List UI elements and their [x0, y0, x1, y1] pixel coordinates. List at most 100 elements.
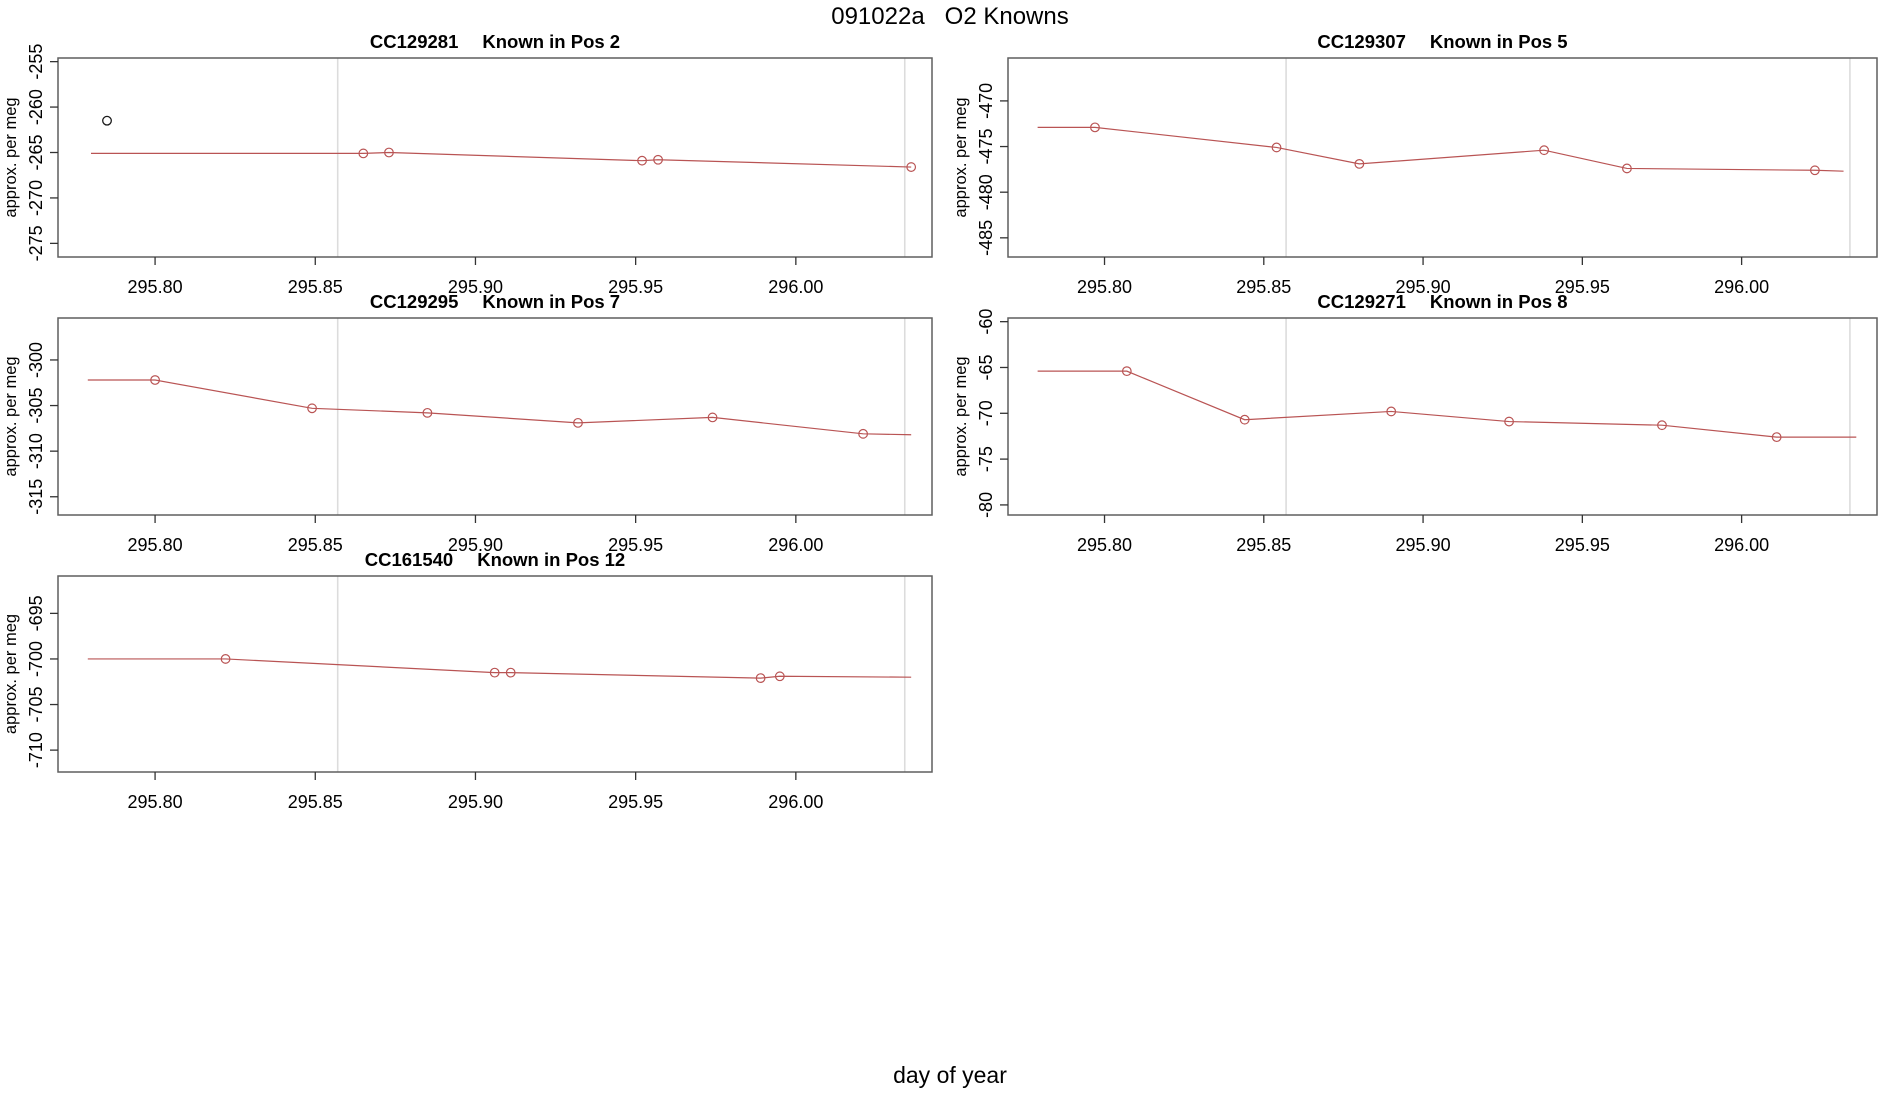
- series-line: [90, 151, 912, 168]
- plot-frame: [57, 317, 933, 516]
- panel-title-sample-id: CC129295: [370, 291, 458, 312]
- data-point-marker: [1504, 416, 1514, 427]
- y-tick-label: -275: [26, 225, 46, 261]
- data-point-marker: [637, 155, 647, 166]
- x-tick-label: 295.90: [448, 277, 503, 297]
- x-tick-label: 295.85: [1236, 277, 1291, 297]
- x-tick-label: 296.00: [768, 277, 823, 297]
- data-point-marker: [1090, 122, 1100, 133]
- series-line: [1037, 370, 1857, 438]
- y-tick-label: -310: [26, 433, 46, 469]
- plot-frame: [1007, 57, 1878, 258]
- plot-frame: [57, 57, 933, 258]
- data-point-marker: [220, 654, 231, 664]
- x-tick-label: 295.95: [608, 535, 663, 555]
- data-point-marker: [653, 154, 663, 165]
- plot-frame: [57, 575, 933, 773]
- y-axis-label: approx. per meg: [2, 614, 20, 734]
- data-point-marker: [150, 375, 160, 385]
- y-tick-label: -265: [26, 134, 46, 170]
- x-tick-label: 295.90: [448, 792, 503, 812]
- data-point-marker: [1354, 158, 1365, 169]
- data-point-marker: [1657, 420, 1667, 431]
- x-tick-label: 295.85: [288, 277, 343, 297]
- panel-title: CC161540 Known in Pos 12: [365, 549, 625, 570]
- x-tick-label: 295.95: [608, 792, 663, 812]
- panel-CC129281: 295.80 295.85 295.90 295.95 296.00 -255 -260 -2…: [2, 31, 933, 297]
- x-tick-label: 295.95: [608, 277, 663, 297]
- panel-CC129295: 295.80 295.85 295.90 295.95 296.00 -300 -305 -3…: [2, 291, 933, 555]
- x-tick-label: 295.95: [1555, 277, 1610, 297]
- data-point-marker: [707, 412, 718, 423]
- y-axis-label: approx. per meg: [2, 97, 20, 217]
- panel-title-sample-id: CC161540: [365, 549, 453, 570]
- data-point-marker: [906, 162, 917, 172]
- data-point-marker: [1386, 406, 1397, 417]
- data-point-marker: [573, 417, 583, 428]
- data-point-marker: [307, 403, 317, 414]
- y-tick-label: -270: [26, 180, 46, 216]
- data-point-marker: [384, 147, 394, 158]
- panel-title-position: Known in Pos 12: [477, 549, 625, 570]
- panel-title-position: Known in Pos 8: [1430, 291, 1568, 312]
- outlier-point: [102, 115, 112, 126]
- y-tick-label: -710: [26, 732, 46, 768]
- y-axis-label: approx. per meg: [952, 356, 970, 476]
- data-point-marker: [1622, 163, 1632, 174]
- x-tick-label: 295.80: [128, 792, 183, 812]
- series-line: [87, 379, 912, 436]
- y-tick-label: -480: [976, 174, 996, 210]
- panel-title-sample-id: CC129281: [370, 31, 458, 52]
- data-point-marker: [858, 428, 869, 439]
- data-point-marker: [422, 407, 433, 418]
- y-axis-label: approx. per meg: [2, 356, 20, 476]
- panel-title-sample-id: CC129271: [1317, 291, 1405, 312]
- x-tick-label: 295.85: [1236, 535, 1291, 555]
- panel-title: CC129295 Known in Pos 7: [370, 291, 620, 312]
- panel-title-position: Known in Pos 5: [1430, 31, 1568, 52]
- data-point-marker: [1271, 142, 1282, 153]
- data-point-marker: [358, 148, 369, 159]
- data-point-marker: [1121, 366, 1132, 377]
- y-tick-label: -300: [26, 342, 46, 378]
- y-tick-label: -315: [26, 479, 46, 515]
- y-tick-label: -65: [976, 354, 996, 380]
- data-point-marker: [755, 673, 766, 684]
- figure-title: 091022a O2 Knowns: [831, 3, 1069, 30]
- panel-title: CC129307 Known in Pos 5: [1317, 31, 1567, 52]
- x-tick-label: 295.85: [288, 535, 343, 555]
- series-line: [1037, 126, 1844, 172]
- x-axis-outer-label: day of year: [893, 1062, 1007, 1088]
- x-tick-label: 296.00: [1714, 277, 1769, 297]
- panel-title-sample-id: CC129307: [1317, 31, 1405, 52]
- x-tick-label: 295.80: [128, 277, 183, 297]
- plot-frame: [1007, 317, 1878, 516]
- y-tick-label: -695: [26, 595, 46, 631]
- y-tick-label: -255: [26, 44, 46, 80]
- x-tick-label: 296.00: [1714, 535, 1769, 555]
- panel-title: CC129281 Known in Pos 2: [370, 31, 620, 52]
- y-tick-label: -260: [26, 89, 46, 125]
- data-point-marker: [1539, 145, 1550, 156]
- x-tick-label: 295.90: [1396, 535, 1451, 555]
- series-line: [87, 658, 912, 679]
- y-tick-label: -470: [976, 83, 996, 119]
- y-tick-label: -75: [976, 446, 996, 472]
- panel-title-position: Known in Pos 2: [482, 31, 620, 52]
- x-tick-label: 295.95: [1555, 535, 1610, 555]
- x-tick-label: 296.00: [768, 792, 823, 812]
- x-tick-label: 295.85: [288, 792, 343, 812]
- x-tick-label: 295.80: [1077, 535, 1132, 555]
- panel-CC129307: 295.80 295.85 295.90 295.95 296.00 -470 -475 -4…: [952, 31, 1878, 297]
- y-tick-label: -70: [976, 400, 996, 426]
- data-point-marker: [1809, 165, 1820, 176]
- y-tick-label: -700: [26, 641, 46, 677]
- data-point-marker: [774, 671, 785, 682]
- y-tick-label: -485: [976, 220, 996, 256]
- data-point-marker: [489, 667, 500, 678]
- x-tick-label: 295.90: [1396, 277, 1451, 297]
- data-point-marker: [1239, 414, 1250, 425]
- y-tick-label: -60: [976, 309, 996, 335]
